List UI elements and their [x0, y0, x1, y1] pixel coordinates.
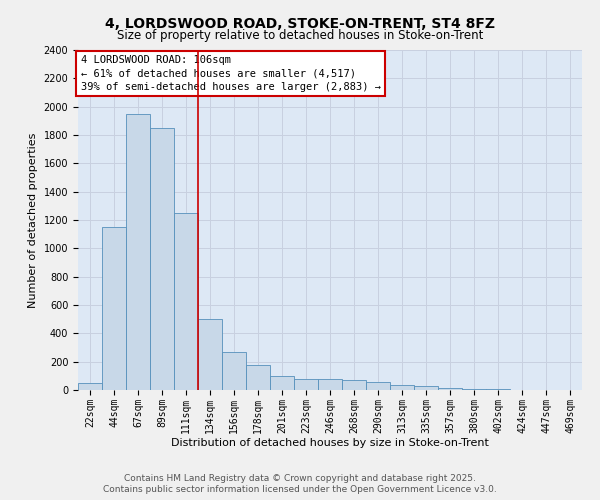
Bar [294, 378, 318, 390]
X-axis label: Distribution of detached houses by size in Stoke-on-Trent: Distribution of detached houses by size … [171, 438, 489, 448]
Text: 4, LORDSWOOD ROAD, STOKE-ON-TRENT, ST4 8FZ: 4, LORDSWOOD ROAD, STOKE-ON-TRENT, ST4 8… [105, 18, 495, 32]
Bar [222, 352, 246, 390]
Bar [174, 213, 198, 390]
Bar [462, 388, 486, 390]
Bar [198, 319, 222, 390]
Bar [438, 388, 462, 390]
Bar [246, 365, 270, 390]
Bar [270, 376, 294, 390]
Bar [102, 227, 126, 390]
Bar [390, 385, 414, 390]
Bar [366, 382, 390, 390]
Text: Size of property relative to detached houses in Stoke-on-Trent: Size of property relative to detached ho… [117, 29, 483, 42]
Y-axis label: Number of detached properties: Number of detached properties [28, 132, 38, 308]
Bar [78, 383, 102, 390]
Text: 4 LORDSWOOD ROAD: 106sqm
← 61% of detached houses are smaller (4,517)
39% of sem: 4 LORDSWOOD ROAD: 106sqm ← 61% of detach… [80, 55, 380, 92]
Bar [318, 380, 342, 390]
Text: Contains HM Land Registry data © Crown copyright and database right 2025.
Contai: Contains HM Land Registry data © Crown c… [103, 474, 497, 494]
Bar [342, 380, 366, 390]
Bar [150, 128, 174, 390]
Bar [414, 386, 438, 390]
Bar [126, 114, 150, 390]
